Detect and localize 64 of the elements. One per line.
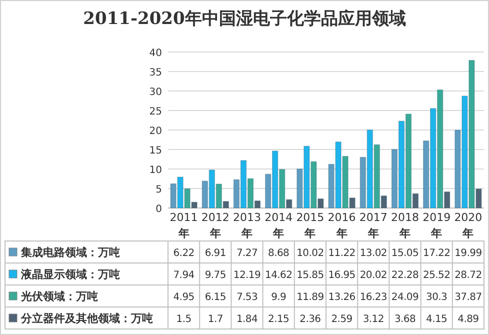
data-label: 2.36 [300, 314, 321, 325]
data-label: 28.72 [454, 270, 482, 281]
data-label: 9.9 [271, 292, 286, 303]
x-tick-label: 2011 年 [170, 211, 198, 240]
data-label: 4.95 [173, 292, 194, 303]
data-label: 7.27 [236, 248, 258, 259]
data-label: 1.84 [236, 314, 258, 325]
data-label: 14.62 [265, 270, 292, 281]
data-label: 3.12 [362, 314, 384, 325]
data-label: 12.19 [233, 270, 261, 281]
data-label: 10.02 [296, 248, 324, 259]
data-label: 1.5 [176, 314, 192, 325]
data-label: 4.15 [426, 314, 448, 325]
x-tick-label: 2018 年 [391, 211, 419, 240]
data-label: 19.99 [454, 248, 482, 259]
legend-label: 光伏领域：万吨 [20, 290, 98, 303]
y-tick-label: 10 [149, 165, 162, 176]
data-label: 8.68 [268, 248, 290, 259]
data-label: 7.53 [236, 292, 258, 303]
data-label: 20.02 [360, 270, 387, 281]
chart-title: 2011-2020年中国湿电子化学品应用领域 [83, 9, 406, 29]
data-label: 17.22 [423, 248, 450, 259]
data-label: 6.15 [204, 292, 226, 303]
data-label: 13.26 [328, 292, 356, 303]
data-label: 7.94 [173, 270, 194, 281]
legend-label: 分立器件及其他领域：万吨 [20, 312, 153, 325]
data-label: 15.05 [391, 248, 419, 259]
legend-label: 集成电路领域：万吨 [20, 246, 120, 259]
data-label: 13.02 [360, 248, 387, 259]
x-tick-label: 2012 年 [201, 211, 230, 240]
x-tick-label: 2014 年 [264, 211, 293, 240]
y-tick-label: 30 [149, 87, 162, 98]
data-label: 9.75 [204, 270, 226, 281]
data-label: 4.89 [458, 314, 479, 325]
data-label: 15.85 [296, 270, 324, 281]
x-tick-label: 2015 年 [296, 211, 324, 240]
y-tick-label: 40 [149, 48, 162, 59]
data-label: 6.91 [204, 248, 226, 259]
x-tick-label: 2020 年 [454, 211, 482, 240]
x-tick-label: 2013 年 [233, 211, 261, 240]
data-label: 22.28 [391, 270, 419, 281]
data-label: 2.15 [268, 314, 290, 325]
data-label: 25.52 [423, 270, 450, 281]
data-label: 24.09 [391, 292, 419, 303]
data-label: 11.89 [296, 292, 324, 303]
data-label: 16.23 [360, 292, 387, 303]
data-label: 11.22 [328, 248, 356, 259]
y-tick-label: 5 [156, 184, 162, 196]
data-label: 2.59 [331, 314, 352, 325]
data-label: 16.95 [328, 270, 356, 281]
data-label: 1.7 [208, 314, 223, 325]
y-tick-label: 25 [149, 106, 162, 118]
data-label: 37.87 [454, 292, 482, 303]
y-tick-label: 0 [156, 204, 162, 215]
x-tick-label: 2017 年 [359, 211, 388, 240]
x-tick-label: 2019 年 [422, 211, 451, 240]
data-label: 6.22 [173, 248, 194, 259]
y-tick-label: 15 [149, 146, 162, 156]
legend-label: 液晶显示领域：万吨 [20, 268, 120, 281]
data-label: 30.3 [426, 292, 448, 303]
y-tick-label: 20 [149, 126, 162, 137]
x-tick-label: 2016 年 [328, 211, 356, 240]
data-label: 3.68 [394, 314, 416, 325]
y-tick-label: 35 [149, 68, 162, 78]
